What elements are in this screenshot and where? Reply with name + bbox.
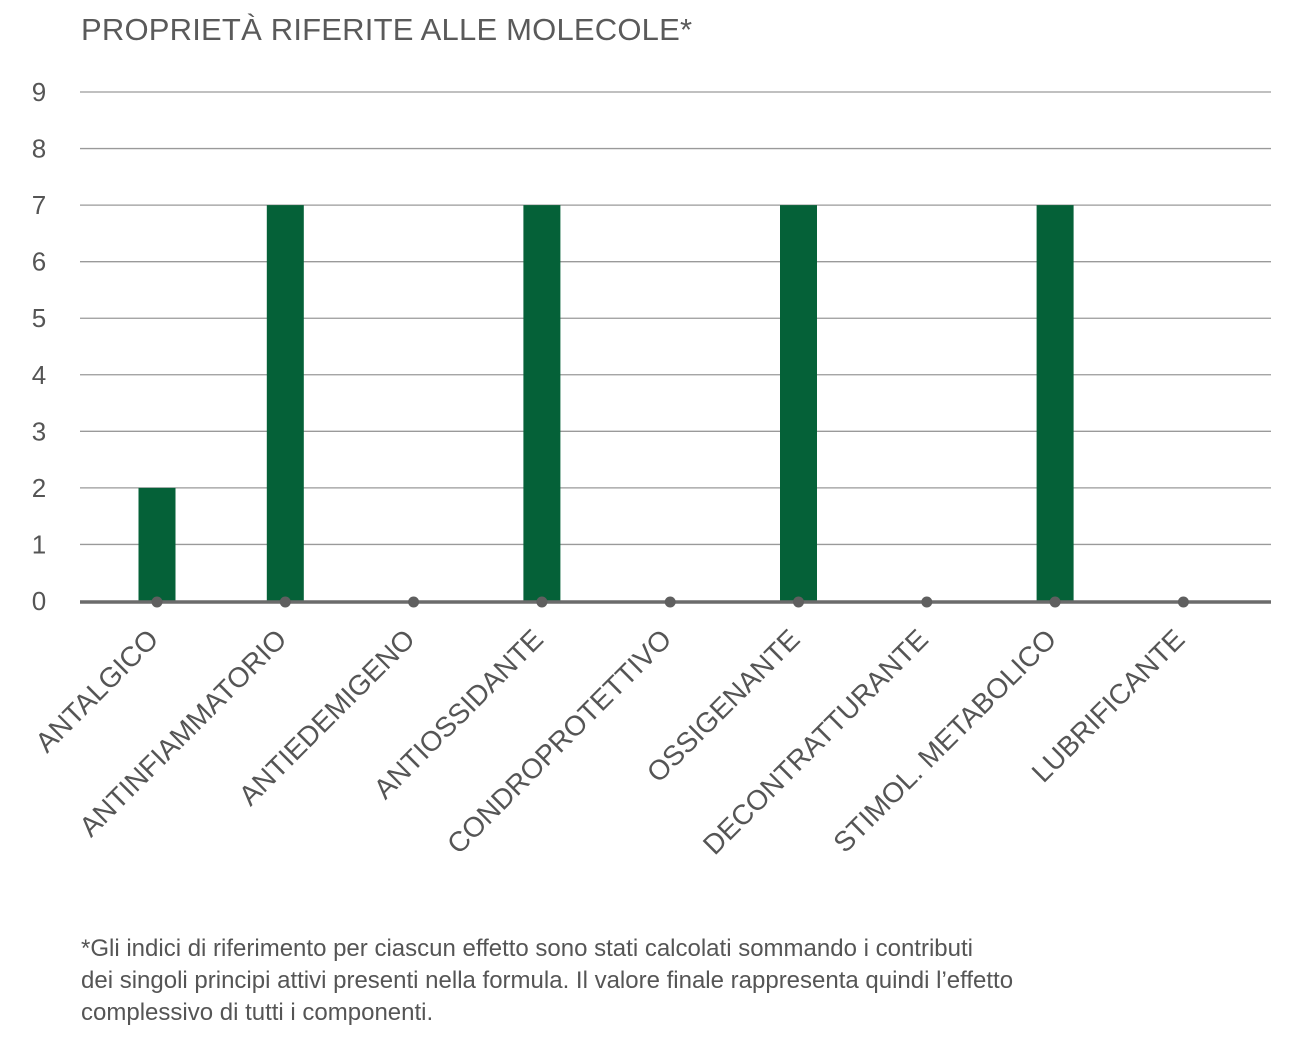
x-tick-label: STIMOL. METABOLICO xyxy=(827,623,1062,858)
footnote-line-3: complessivo di tutti i componenti. xyxy=(81,999,434,1026)
y-tick-label: 6 xyxy=(32,247,46,277)
x-tick-label: ANTALGICO xyxy=(29,623,164,758)
category-marker xyxy=(1049,596,1061,608)
x-axis-labels: ANTALGICOANTINFIAMMATORIOANTIEDEMIGENOAN… xyxy=(29,623,1190,860)
y-tick-label: 1 xyxy=(32,529,46,559)
footnote-line-2: dei singoli principi attivi presenti nel… xyxy=(81,967,1014,994)
category-marker xyxy=(664,596,676,608)
y-tick-label: 8 xyxy=(32,134,46,164)
category-marker xyxy=(1177,596,1189,608)
category-marker xyxy=(536,596,548,608)
bar xyxy=(266,205,304,601)
footnote-line-1: *Gli indici di riferimento per ciascun e… xyxy=(81,935,973,962)
y-tick-label: 2 xyxy=(32,473,46,503)
y-tick-label: 9 xyxy=(32,77,46,107)
bar xyxy=(138,487,176,601)
bar-chart: 0 1 2 3 4 5 6 7 8 9 ANTALGICOANTINFIAMMATORIOANTI… xyxy=(29,77,1271,860)
chart-title: PROPRIETÀ RIFERITE ALLE MOLECOLE* xyxy=(81,12,693,47)
grid-lines xyxy=(80,91,1271,546)
y-tick-label: 7 xyxy=(32,190,46,220)
footnote: *Gli indici di riferimento per ciascun e… xyxy=(81,933,1261,1029)
y-axis-ticks: 0 1 2 3 4 5 6 7 8 9 xyxy=(32,77,46,616)
category-marker xyxy=(151,596,163,608)
category-marker xyxy=(793,596,804,608)
bar xyxy=(1036,205,1074,601)
bars xyxy=(138,205,1074,601)
y-tick-label: 4 xyxy=(32,360,46,390)
bar xyxy=(523,205,561,601)
category-marker xyxy=(921,596,933,608)
category-marker xyxy=(408,596,420,608)
x-tick-label: ANTINFIAMMATORIO xyxy=(73,623,292,842)
x-tick-label: CONDROPROTETTIVO xyxy=(441,623,677,859)
bar xyxy=(780,205,817,601)
y-tick-label: 5 xyxy=(32,303,46,333)
y-tick-label: 0 xyxy=(32,586,46,616)
y-tick-label: 3 xyxy=(32,416,46,446)
x-tick-label: DECONTRATTURANTE xyxy=(697,623,934,860)
category-markers xyxy=(151,596,1189,608)
category-marker xyxy=(279,596,291,608)
